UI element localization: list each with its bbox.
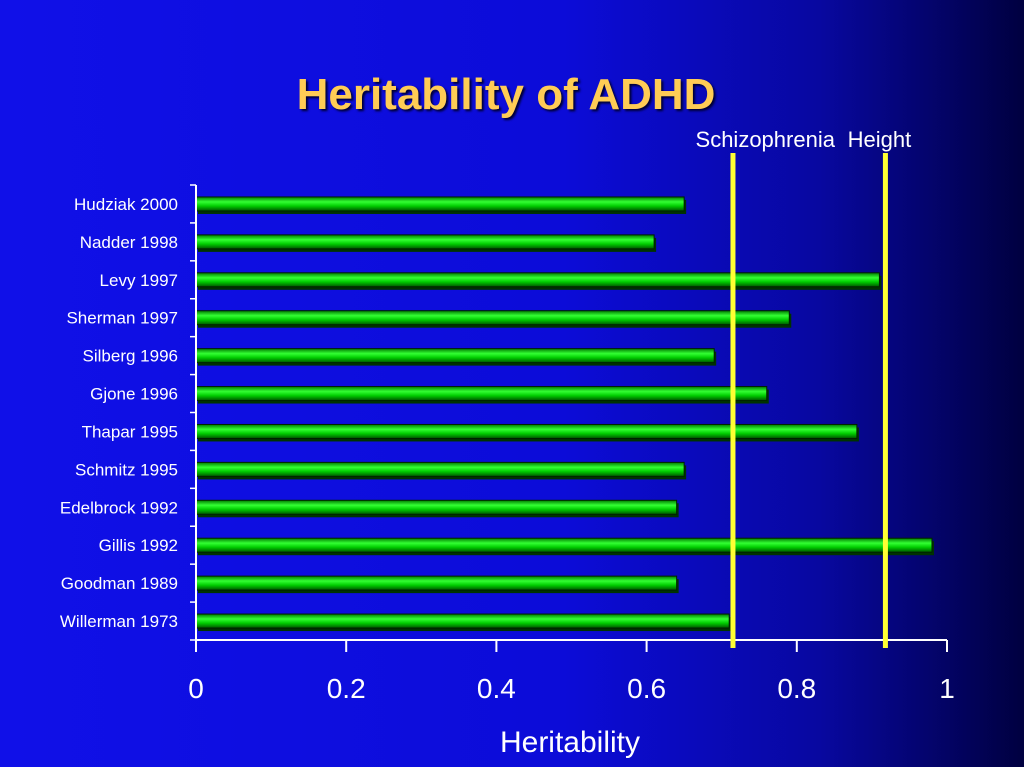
bar bbox=[195, 575, 678, 591]
bar bbox=[195, 310, 790, 326]
bar bbox=[195, 613, 730, 629]
bar bbox=[195, 499, 678, 515]
x-axis-title: Heritability bbox=[500, 726, 640, 759]
bar bbox=[195, 348, 715, 364]
category-label: Gillis 1992 bbox=[99, 536, 178, 555]
bar bbox=[195, 234, 655, 250]
category-label: Levy 1997 bbox=[100, 271, 178, 290]
bar bbox=[195, 272, 880, 288]
x-tick-label: 0.4 bbox=[477, 673, 516, 704]
category-label: Gjone 1996 bbox=[90, 385, 178, 404]
category-label: Schmitz 1995 bbox=[75, 460, 178, 479]
bar bbox=[195, 423, 858, 439]
category-label: Hudziak 2000 bbox=[74, 195, 178, 214]
bar bbox=[195, 461, 685, 477]
x-tick-label: 0.8 bbox=[777, 673, 816, 704]
category-label: Nadder 1998 bbox=[80, 233, 178, 252]
chart-title: Heritability of ADHD bbox=[296, 70, 716, 119]
x-tick-label: 0 bbox=[188, 673, 204, 704]
bar bbox=[195, 537, 933, 553]
category-label: Sherman 1997 bbox=[66, 309, 178, 328]
x-tick-label: 0.6 bbox=[627, 673, 666, 704]
category-label: Goodman 1989 bbox=[61, 574, 178, 593]
reference-line-label: Schizophrenia bbox=[696, 127, 836, 152]
reference-line-label: Height bbox=[848, 127, 912, 152]
bar bbox=[195, 386, 768, 402]
bar bbox=[195, 196, 685, 212]
x-tick-label: 1 bbox=[939, 673, 955, 704]
category-label: Willerman 1973 bbox=[60, 612, 178, 631]
category-label: Edelbrock 1992 bbox=[60, 498, 178, 517]
x-tick-label: 0.2 bbox=[327, 673, 366, 704]
category-label: Silberg 1996 bbox=[83, 347, 178, 366]
category-label: Thapar 1995 bbox=[82, 422, 178, 441]
